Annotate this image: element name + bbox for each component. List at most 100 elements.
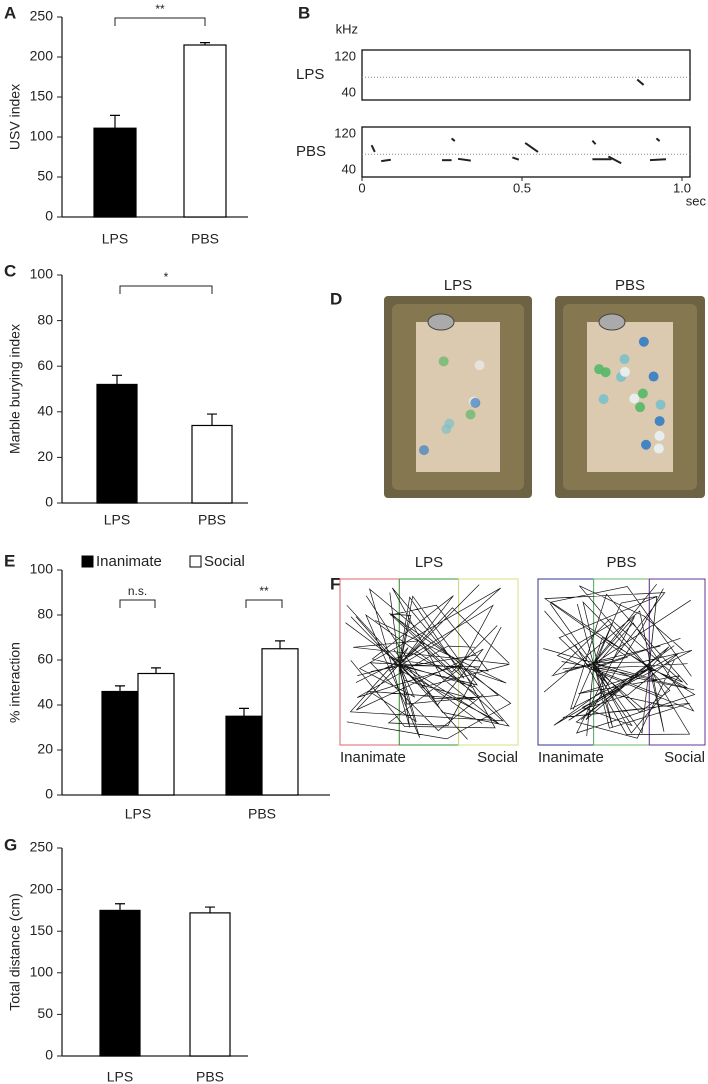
y-tick-label: 0 <box>45 786 53 802</box>
y-tick-label: 250 <box>30 839 54 855</box>
legend-swatch <box>189 555 202 568</box>
y-tick-label: 0 <box>45 208 53 224</box>
syllable <box>591 139 597 145</box>
significance-label: n.s. <box>128 584 147 598</box>
marble <box>619 366 630 377</box>
error-bar <box>207 413 217 426</box>
panel-letter: C <box>4 261 16 280</box>
arena-left-label: Inanimate <box>538 749 604 766</box>
y-tick-label: 120 <box>334 125 356 140</box>
bar <box>93 127 137 218</box>
error-bar <box>115 903 125 911</box>
x-axis-label: sec <box>686 193 707 208</box>
x-tick-label: LPS <box>102 231 128 247</box>
syllable <box>636 78 645 86</box>
significance-bracket <box>245 599 283 608</box>
error-bar <box>115 685 125 692</box>
bar <box>189 912 231 1057</box>
track <box>543 583 696 739</box>
marble <box>654 430 665 441</box>
syllable <box>607 155 622 165</box>
y-tick-label: 80 <box>37 606 53 622</box>
x-tick-label: 0.5 <box>513 180 531 195</box>
syllable <box>655 137 661 142</box>
marble <box>653 443 664 454</box>
syllable <box>381 158 391 163</box>
arena-label: LPS <box>415 554 443 571</box>
y-axis-label: kHz <box>336 21 358 36</box>
legend-label: Inanimate <box>96 553 162 570</box>
y-tick-label: 150 <box>30 88 54 104</box>
spectrogram-box <box>361 49 691 101</box>
significance-label: ** <box>155 2 165 16</box>
y-tick-label: 80 <box>37 311 53 327</box>
marble <box>655 399 666 410</box>
y-tick-label: 40 <box>342 85 356 100</box>
bar <box>99 909 141 1057</box>
syllable <box>649 158 667 162</box>
y-tick-label: 0 <box>45 1047 53 1063</box>
panel-letter: A <box>4 3 16 22</box>
y-tick-label: 20 <box>37 448 53 464</box>
row-label: LPS <box>296 66 324 83</box>
error-bar <box>151 667 161 674</box>
chamber <box>339 578 400 746</box>
y-tick-label: 250 <box>30 8 54 24</box>
panel-letter: D <box>330 289 342 308</box>
bar <box>137 672 175 796</box>
y-axis-label: Marble burying index <box>7 324 23 454</box>
y-tick-label: 100 <box>30 964 54 980</box>
marble <box>474 360 485 371</box>
marble <box>598 394 609 405</box>
significance-bracket <box>119 285 213 294</box>
y-axis-label: % interaction <box>7 642 23 723</box>
syllable <box>370 144 376 153</box>
bar <box>261 648 299 796</box>
y-tick-label: 60 <box>37 357 53 373</box>
syllable <box>450 137 456 142</box>
y-tick-label: 40 <box>37 403 53 419</box>
marble <box>637 388 648 399</box>
syllable <box>524 142 539 153</box>
marble <box>444 418 455 429</box>
y-tick-label: 50 <box>37 1005 53 1021</box>
error-bar <box>200 42 210 45</box>
marble <box>654 416 665 427</box>
marble <box>619 354 630 365</box>
marble <box>438 356 449 367</box>
significance-label: * <box>164 270 169 284</box>
arena-right-label: Social <box>477 749 518 766</box>
y-tick-label: 60 <box>37 651 53 667</box>
x-tick-label: PBS <box>191 231 219 247</box>
panel-letter: E <box>4 551 15 570</box>
x-tick-label: 0 <box>358 180 365 195</box>
y-tick-label: 100 <box>30 561 54 577</box>
chamber <box>648 578 706 746</box>
error-bar <box>275 640 285 649</box>
bar <box>191 424 233 504</box>
marble <box>594 364 605 375</box>
panel-letter: G <box>4 835 17 854</box>
arena-label: PBS <box>606 554 636 571</box>
bar <box>96 383 138 504</box>
y-tick-label: 120 <box>334 48 356 63</box>
y-tick-label: 50 <box>37 168 53 184</box>
y-tick-label: 200 <box>30 880 54 896</box>
panel-letter: B <box>298 3 310 22</box>
y-tick-label: 200 <box>30 48 54 64</box>
row-label: PBS <box>296 143 326 160</box>
significance-bracket <box>114 17 206 26</box>
marble <box>629 393 640 404</box>
significance-bracket <box>119 599 156 608</box>
x-tick-label: LPS <box>104 512 130 528</box>
error-bar <box>112 374 122 385</box>
y-tick-label: 100 <box>30 266 54 282</box>
x-tick-label: LPS <box>107 1069 133 1084</box>
marble <box>648 371 659 382</box>
y-tick-label: 40 <box>342 162 356 177</box>
x-tick-label: PBS <box>248 806 276 822</box>
x-tick-label: 1.0 <box>673 180 691 195</box>
marble <box>641 439 652 450</box>
x-tick-label: LPS <box>125 806 151 822</box>
error-bar <box>239 707 249 717</box>
